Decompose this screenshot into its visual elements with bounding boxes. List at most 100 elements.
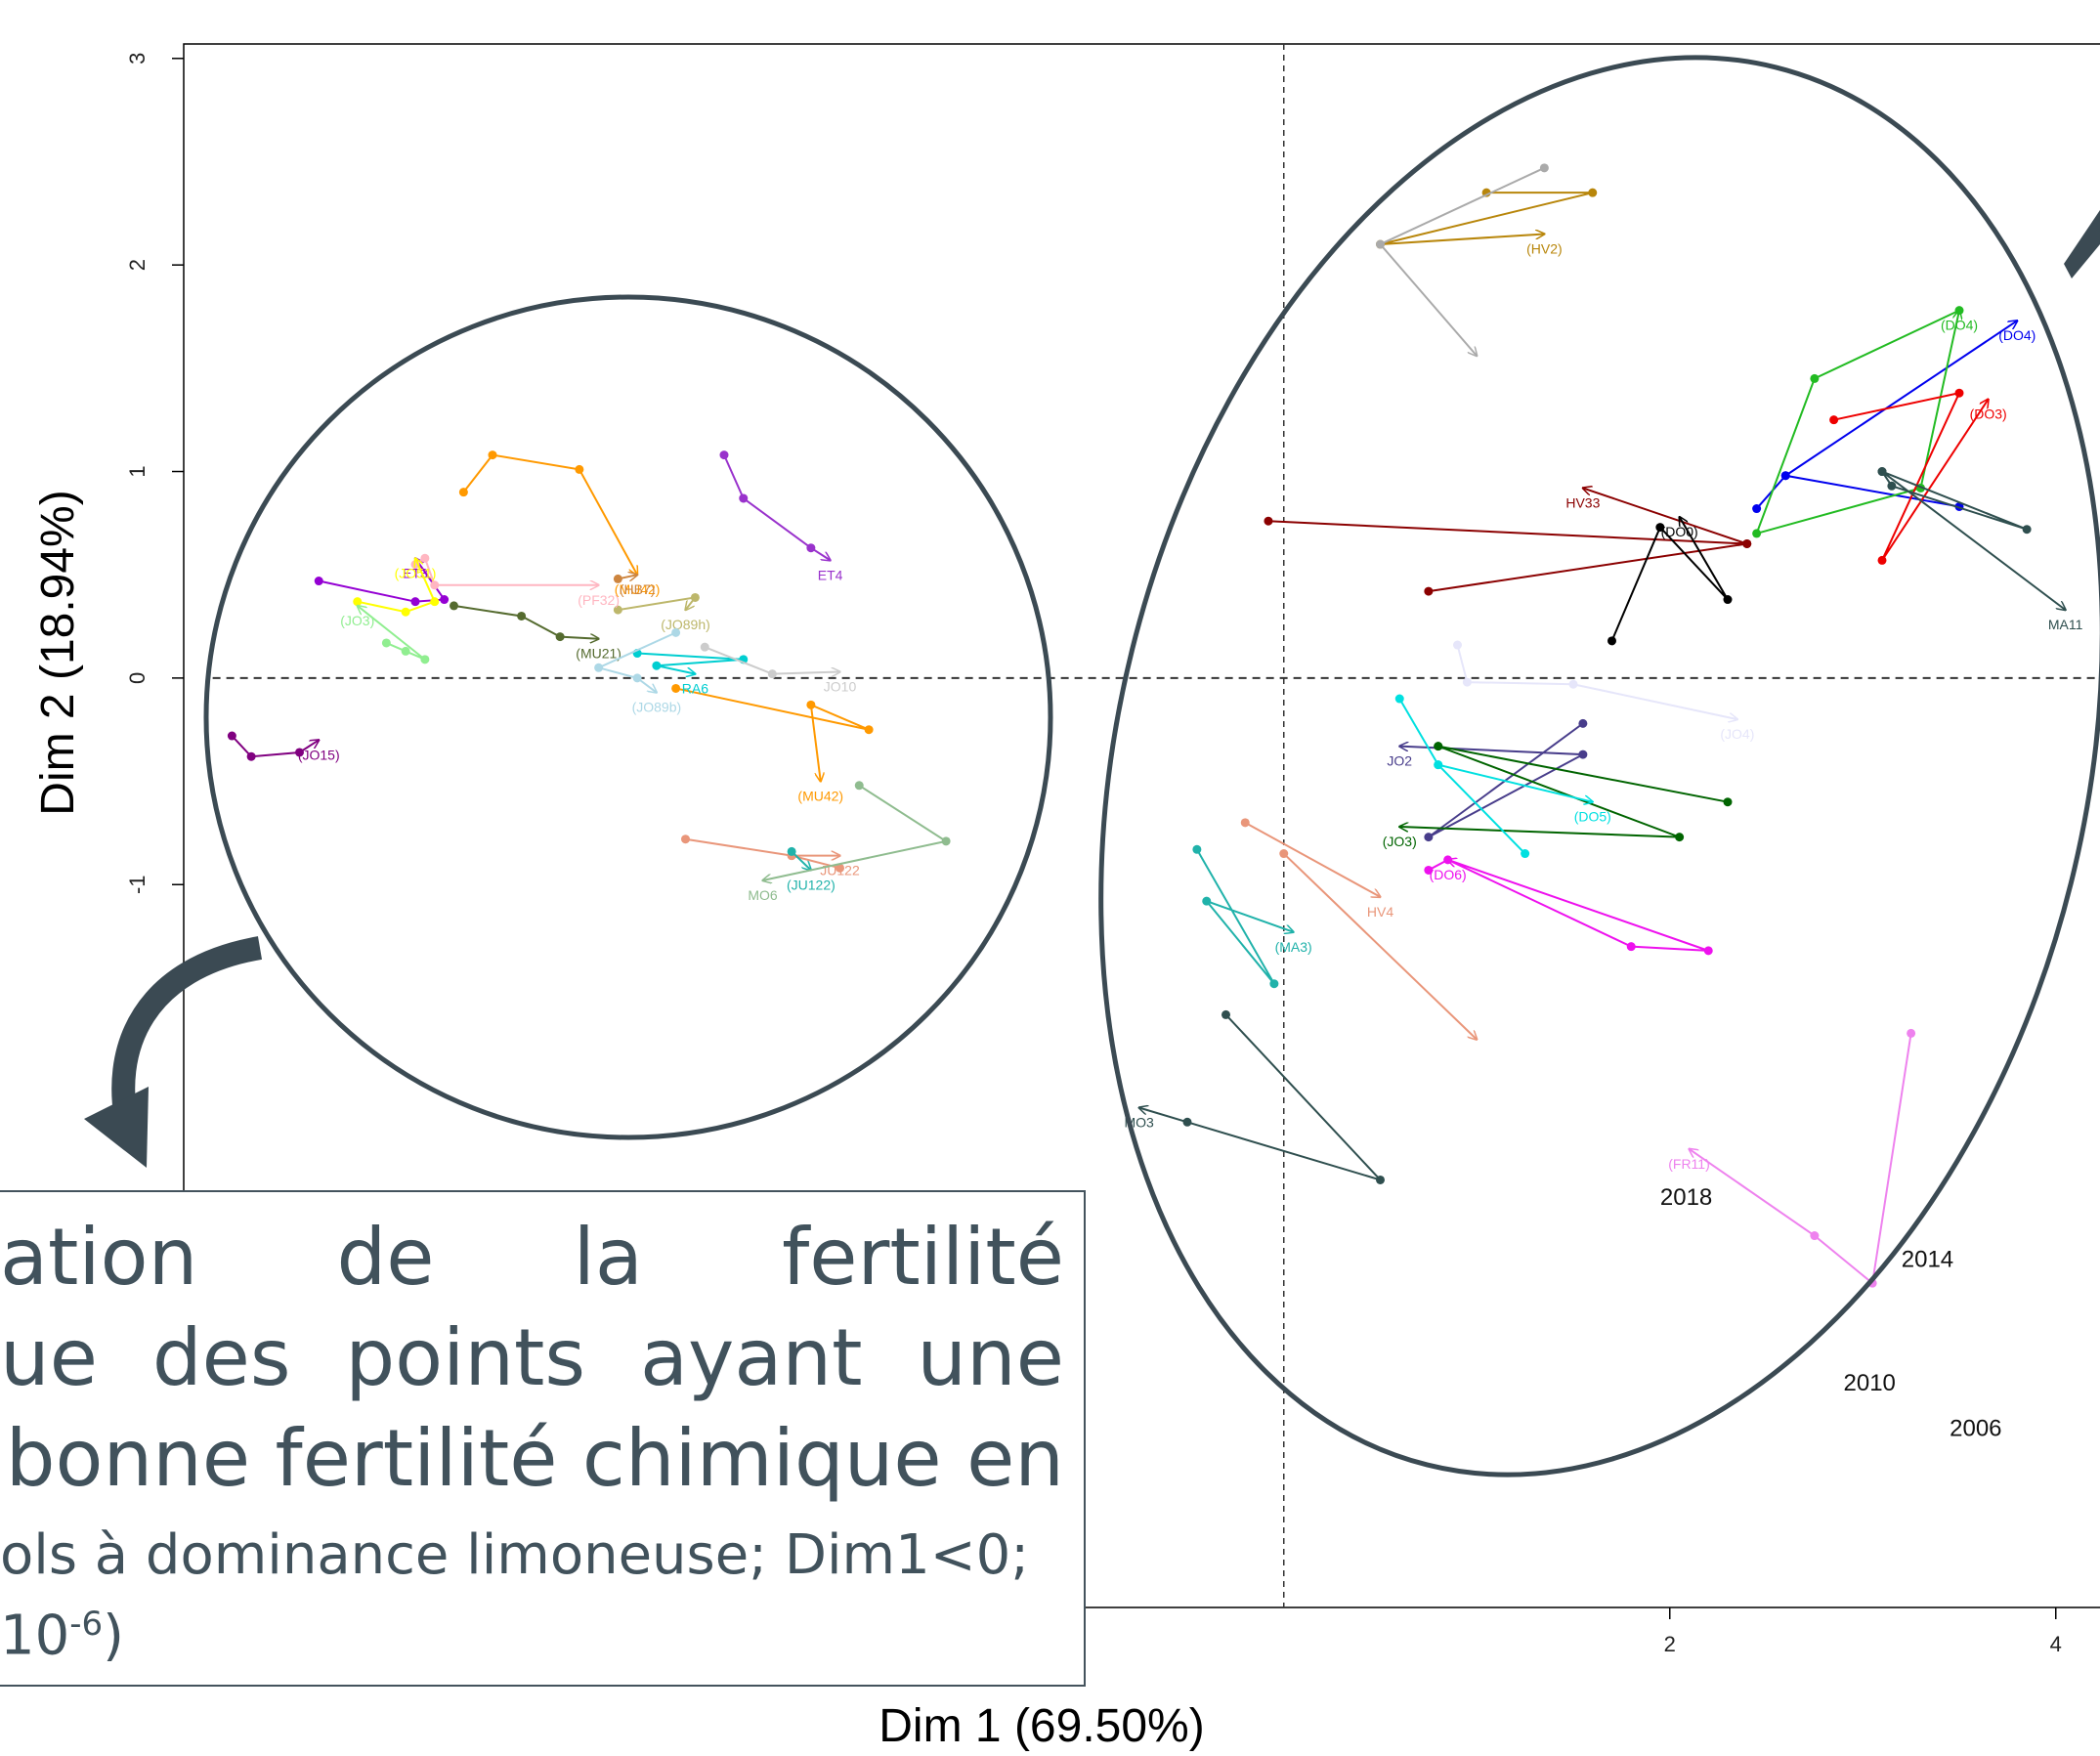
trajectory-line <box>791 850 811 870</box>
data-point <box>1607 636 1616 646</box>
data-point <box>420 553 430 563</box>
data-point <box>1434 760 1443 770</box>
trajectory-label: (MU42) <box>797 789 843 804</box>
data-point <box>450 601 458 611</box>
data-point <box>295 748 304 757</box>
trajectory-label: (HB7) <box>620 581 656 597</box>
trajectory-group: (HB7) <box>613 575 656 597</box>
data-point <box>1588 188 1598 197</box>
textbox-line-3: bonne fertilité chimique en <box>5 1413 1064 1504</box>
data-point <box>1424 865 1434 875</box>
data-point <box>1182 1117 1192 1127</box>
trajectory-line <box>1833 391 1989 561</box>
trajectory-line <box>1690 1033 1912 1286</box>
trajectory-group <box>1279 849 1477 1040</box>
trajectory-line <box>1428 860 1709 952</box>
textbox-word: la <box>573 1212 643 1303</box>
data-point <box>1723 797 1733 807</box>
trajectory-label: (HV2) <box>1526 240 1563 256</box>
x-tick-label: 4 <box>2050 1632 2062 1656</box>
trajectory-group: (JO4) <box>1453 640 1754 742</box>
trajectory-group: (JO51) <box>353 558 440 617</box>
trajectory-label: MO6 <box>748 887 778 903</box>
trajectory-label: ET4 <box>818 567 843 582</box>
data-point <box>1752 529 1762 538</box>
trajectory-group: (FR11) <box>1668 1028 1916 1288</box>
data-point <box>1887 481 1897 491</box>
trajectory-group: (HV2) <box>1376 188 1598 256</box>
data-point <box>458 488 468 497</box>
data-point <box>314 577 323 586</box>
y-tick-label: -1 <box>125 875 150 894</box>
textbox-word: ayant <box>639 1312 863 1403</box>
trajectory-group <box>1376 163 1549 356</box>
data-point <box>1703 946 1713 956</box>
data-point <box>671 627 681 637</box>
trajectory-label: (JO89h) <box>661 617 710 632</box>
trajectory-line <box>675 687 870 781</box>
trajectory-line <box>1283 852 1478 1040</box>
data-point <box>1443 855 1453 865</box>
y-tick-label: 1 <box>125 465 150 477</box>
data-point <box>1462 677 1472 687</box>
trajectory-line <box>414 556 599 584</box>
trajectory-group: (JO3) <box>340 606 430 664</box>
trajectory-label: JO2 <box>1387 753 1412 769</box>
trajectory-label: (MA3) <box>1275 939 1312 955</box>
data-point <box>671 683 681 693</box>
trajectory-group: (DO4) <box>1752 321 2036 514</box>
trajectory-label: (DO4) <box>1998 327 2036 343</box>
data-point <box>681 835 690 844</box>
data-point <box>1742 538 1752 548</box>
data-point <box>1954 388 1964 398</box>
trajectory-group: (DO0) <box>1607 517 1733 646</box>
trajectory-group: JO2 <box>1387 718 1588 842</box>
data-point <box>767 669 777 679</box>
data-point <box>1264 516 1273 526</box>
data-point <box>787 846 796 856</box>
trajectory-label: (JU122) <box>787 877 836 892</box>
trajectory-label: (DO5) <box>1574 809 1611 825</box>
trajectory-label: RA6 <box>682 681 708 697</box>
trajectory-groups: (HV2) (DO4) (DO4) (DO3) MA11 HV33 (DO0) (JO4) JO… <box>227 163 2083 1288</box>
data-point <box>410 597 420 607</box>
trajectory-group: MO3 <box>1124 1009 1385 1184</box>
trajectory-line <box>1139 1013 1384 1182</box>
trajectory-label: (DO0) <box>1661 524 1698 539</box>
trajectory-line <box>1456 644 1737 719</box>
data-point <box>401 646 410 656</box>
data-point <box>1453 640 1462 650</box>
data-point <box>1279 849 1289 859</box>
data-point <box>420 655 430 664</box>
trajectory-label: (JO4) <box>1720 726 1754 742</box>
data-point <box>1192 844 1202 854</box>
data-point <box>1578 718 1588 728</box>
data-point <box>1376 1175 1385 1184</box>
data-point <box>1954 306 1964 316</box>
textbox-word: de <box>336 1212 435 1303</box>
trajectory-label: (JO3) <box>1383 834 1417 849</box>
trajectory-group: (JO89h) <box>613 592 710 632</box>
data-point <box>246 751 256 761</box>
trajectory-line <box>618 596 698 610</box>
trajectory-line <box>723 454 831 561</box>
trajectory-line <box>1380 192 1593 246</box>
textbox-line-2: ue des points ayant une <box>0 1314 1064 1402</box>
trajectory-label: MA11 <box>2048 617 2083 632</box>
data-point <box>1907 1028 1916 1038</box>
trajectory-label: (JO89b) <box>632 700 682 715</box>
trajectory-line <box>1755 311 1959 535</box>
x-tick-label: 2 <box>1664 1632 1676 1656</box>
data-point <box>1568 679 1578 689</box>
data-point <box>1394 694 1404 704</box>
trajectory-group: (JU122) <box>787 846 836 892</box>
data-point <box>1655 523 1665 533</box>
trajectory-label: (JO15) <box>298 747 340 762</box>
data-point <box>440 595 450 605</box>
data-point <box>1626 942 1636 952</box>
trajectory-label: ET3 <box>403 565 428 580</box>
trajectory-group: HV4 <box>1240 818 1393 920</box>
trajectory-line <box>319 558 447 603</box>
trajectory-group: (DO3) <box>1829 388 2007 565</box>
